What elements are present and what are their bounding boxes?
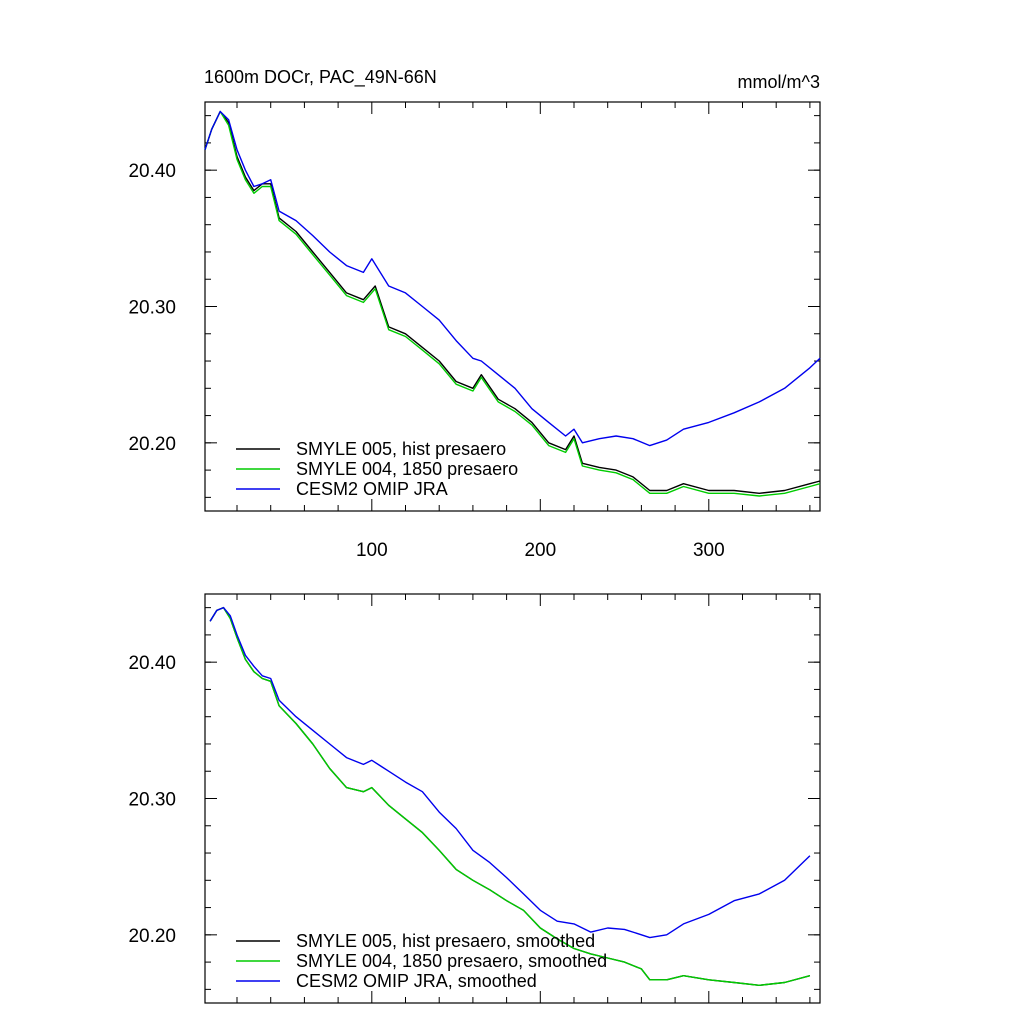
axis-ticks: 20.20 20.30 20.40 (128, 594, 820, 1003)
series-line-0 (204, 110, 821, 494)
legend-label-2: CESM2 OMIP JRA (296, 479, 448, 499)
x-tick-label: 300 (693, 540, 725, 561)
chart-title: 1600m DOCr, PAC_49N-66N (204, 67, 437, 88)
series-line-0 (209, 606, 811, 986)
top-panel: 1600m DOCr, PAC_49N-66N mmol/m^3 20.2020… (128, 67, 821, 561)
y-tick-label: 20.20 (128, 926, 176, 947)
legend: SMYLE 005, hist presaero, smoothedSMYLE … (236, 931, 607, 991)
y-tick-label: 20.40 (128, 653, 176, 674)
series-line-2 (209, 606, 811, 939)
y-tick-label: 20.20 (128, 434, 176, 455)
y-tick-label: 20.30 (128, 298, 176, 319)
series-lines (209, 606, 811, 986)
legend-label-1: SMYLE 004, 1850 presaero (296, 459, 518, 479)
x-tick-label: 100 (356, 540, 388, 561)
bottom-panel: 20.20 20.30 20.40 SMYLE 005, hist presaero… (128, 593, 821, 1004)
y-tick-label: 20.40 (128, 161, 176, 182)
axis-ticks: 20.20 20.30 20.40 100 200 300 (128, 102, 820, 561)
legend-label-1: SMYLE 004, 1850 presaero, smoothed (296, 951, 607, 971)
legend-label-0: SMYLE 005, hist presaero, smoothed (296, 931, 595, 951)
legend-label-2: CESM2 OMIP JRA, smoothed (296, 971, 537, 991)
legend-label-0: SMYLE 005, hist presaero (296, 439, 506, 459)
series-line-1 (209, 606, 811, 986)
series-line-1 (204, 110, 821, 497)
series-lines (204, 110, 821, 497)
series-line-2 (204, 110, 821, 447)
y-tick-label: 20.30 (128, 790, 176, 811)
chart-units: mmol/m^3 (738, 72, 820, 92)
x-tick-label: 200 (524, 540, 556, 561)
